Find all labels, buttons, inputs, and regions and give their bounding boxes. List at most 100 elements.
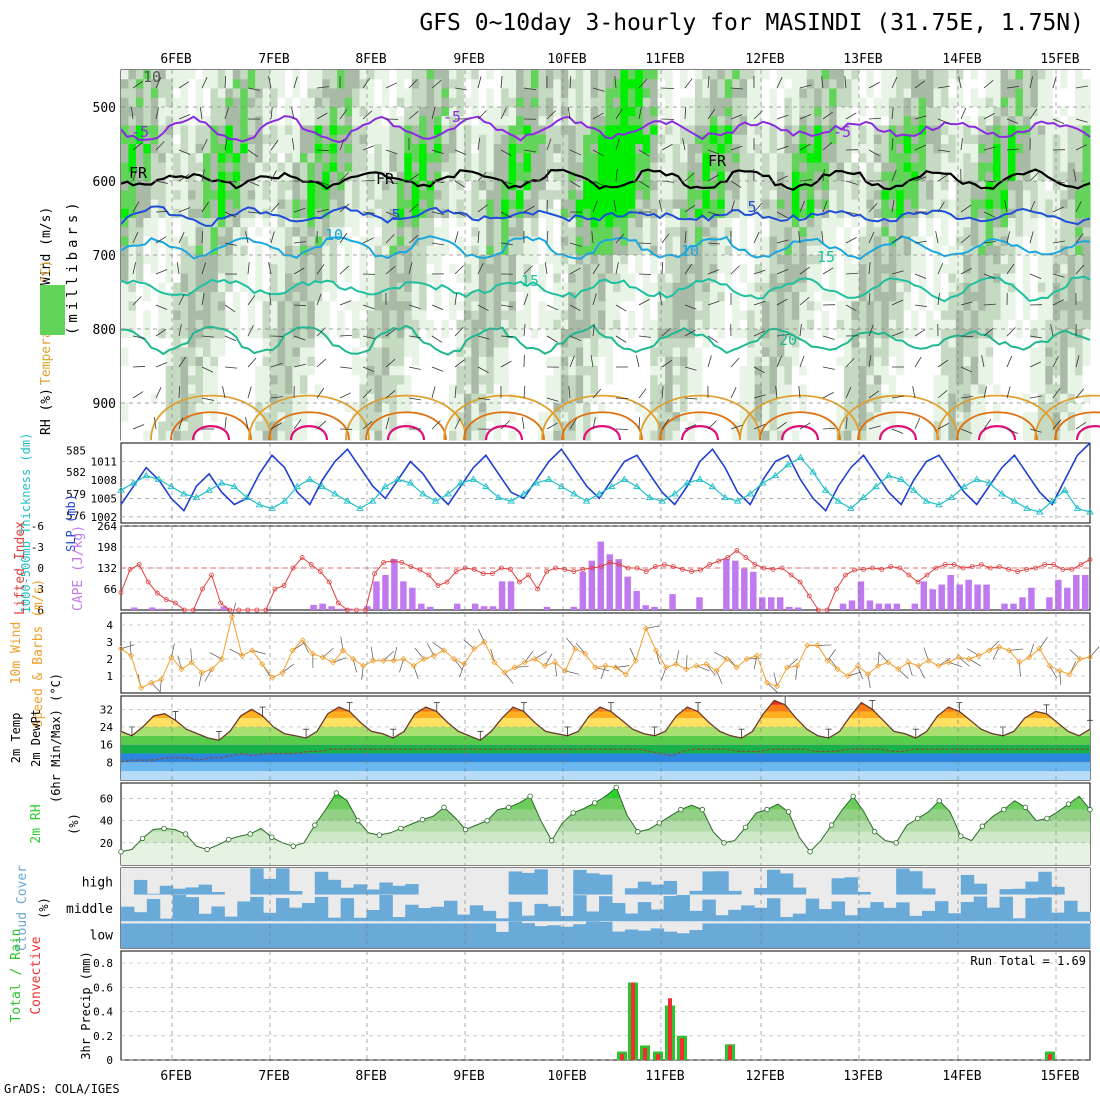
rh-cell	[337, 421, 346, 432]
rh-cell	[821, 366, 830, 376]
rh-cell	[180, 310, 189, 321]
rh-cell	[680, 116, 689, 127]
rh-cell	[993, 366, 1002, 376]
rh-cell	[322, 70, 331, 80]
rh-cell	[978, 144, 987, 154]
rh-cell	[702, 190, 711, 201]
rh-cell	[806, 310, 815, 321]
rh-cell	[448, 338, 458, 349]
rh-cell	[545, 310, 554, 321]
rh-cell	[150, 144, 159, 154]
rh-cell	[419, 125, 428, 136]
rh-cell	[314, 310, 323, 321]
rh-cell	[404, 393, 413, 404]
rh-cell	[657, 144, 666, 154]
rh-cell	[642, 125, 651, 136]
rh-cell	[202, 430, 212, 441]
rh-cell	[478, 107, 487, 117]
rh-cell	[769, 190, 778, 201]
rh-cell	[135, 310, 144, 321]
rh-cell	[1015, 236, 1024, 247]
rh-cell	[1000, 412, 1009, 423]
rh-cell	[829, 338, 838, 349]
rh-cell	[508, 245, 517, 256]
rh-cell	[657, 153, 666, 164]
rh-cell	[202, 264, 212, 275]
rh-cell	[389, 134, 398, 145]
rh-cell	[337, 227, 346, 238]
rh-cell	[575, 97, 584, 108]
rh-cell	[434, 107, 443, 117]
rh-cell	[202, 79, 212, 90]
rh-cell	[516, 153, 525, 164]
rh-cell	[121, 88, 130, 99]
rh-cell	[702, 153, 711, 164]
rh-cell	[247, 181, 256, 191]
rh-cell	[970, 319, 979, 330]
rh-cell	[255, 393, 264, 404]
rh-cell	[955, 282, 964, 293]
rh-cell	[434, 190, 443, 201]
rh-cell	[501, 356, 510, 367]
rh-cell	[150, 366, 159, 376]
rh-cell	[456, 430, 465, 441]
rh-cell	[232, 329, 241, 339]
rh-cell	[762, 134, 771, 145]
rh-cell	[948, 162, 957, 173]
rh-cell	[978, 375, 987, 386]
rh-cell	[501, 319, 510, 330]
rh-cell	[456, 199, 465, 210]
rh-cell	[374, 421, 383, 432]
rh-cell	[583, 190, 592, 201]
rh-cell	[493, 347, 502, 358]
rh-cell	[307, 375, 316, 386]
rh-cell	[307, 97, 316, 108]
rh-cell	[665, 338, 674, 349]
rh-cell	[806, 430, 815, 441]
rh-cell	[933, 273, 942, 284]
rh-cell	[366, 310, 376, 321]
rh-cell	[911, 356, 920, 367]
rh-cell	[299, 107, 308, 117]
rh-cell	[344, 264, 353, 275]
rh-cell	[814, 236, 823, 247]
rh-cell	[702, 282, 711, 293]
rh-cell	[829, 171, 838, 182]
rh-cell	[158, 79, 167, 90]
rh-cell	[948, 412, 957, 423]
rh-cell	[799, 310, 808, 321]
rh-cell	[993, 282, 1002, 293]
rh-cell	[530, 107, 540, 117]
rh-cell	[307, 134, 316, 145]
rh-cell	[255, 245, 264, 256]
rh-cell	[829, 116, 838, 127]
rh-cell	[344, 375, 353, 386]
rh-cell	[680, 199, 689, 210]
rh-cell	[284, 421, 294, 432]
rh-cell	[322, 393, 331, 404]
rh-cell	[471, 190, 480, 201]
rh-cell	[948, 70, 957, 80]
rh-cell	[650, 88, 659, 99]
rh-cell	[844, 255, 853, 265]
rh-cell	[933, 347, 942, 358]
rh-cell	[501, 199, 510, 210]
rh-cell	[844, 190, 853, 201]
rh-cell	[590, 403, 599, 413]
rh-cell	[776, 430, 785, 441]
rh-cell	[225, 310, 234, 321]
rh-cell	[359, 366, 368, 376]
rh-cell	[836, 236, 845, 247]
rh-cell	[530, 338, 540, 349]
rh-cell	[858, 375, 867, 386]
rh-cell	[687, 134, 696, 145]
rh-cell	[560, 292, 569, 302]
rh-cell	[307, 125, 316, 136]
rh-cell	[680, 162, 689, 173]
rh-cell	[1015, 153, 1024, 164]
rh-cell	[1030, 375, 1039, 386]
rh-cell	[545, 171, 554, 182]
rh-cell	[575, 153, 584, 164]
rh-cell	[791, 116, 800, 127]
rh-cell	[888, 70, 897, 80]
